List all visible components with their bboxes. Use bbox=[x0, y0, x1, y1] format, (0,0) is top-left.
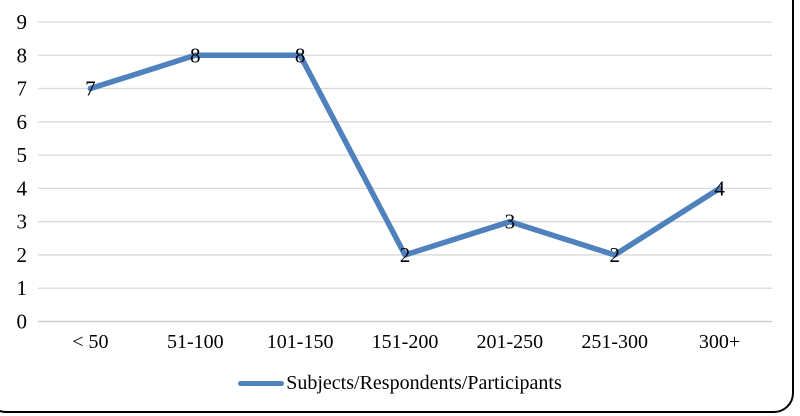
data-label: 8 bbox=[295, 43, 306, 67]
data-label: 8 bbox=[190, 43, 201, 67]
y-axis-tick-label: 4 bbox=[17, 176, 28, 200]
y-axis-tick-label: 8 bbox=[17, 43, 28, 67]
y-axis-tick-label: 9 bbox=[17, 10, 28, 34]
y-axis-tick-label: 5 bbox=[17, 143, 28, 167]
data-label: 7 bbox=[85, 77, 96, 101]
data-label: 4 bbox=[714, 176, 725, 200]
x-axis-category-label: 101-150 bbox=[267, 331, 334, 353]
x-axis-category-label: 201-250 bbox=[477, 331, 544, 353]
x-axis-category-label: < 50 bbox=[72, 331, 108, 353]
series-line bbox=[87, 52, 723, 258]
data-label: 2 bbox=[400, 243, 411, 267]
y-axis-tick-label: 3 bbox=[17, 210, 28, 234]
x-axis-category-label: 300+ bbox=[699, 331, 740, 353]
legend-line-swatch bbox=[238, 380, 285, 386]
y-axis-tick-label: 0 bbox=[17, 310, 28, 334]
chart-legend: Subjects/Respondents/Participants bbox=[0, 370, 800, 396]
x-axis-category-label: 51-100 bbox=[167, 331, 224, 353]
x-axis-category-label: 251-300 bbox=[581, 331, 648, 353]
x-axis-category-label: 151-200 bbox=[372, 331, 439, 353]
y-axis-tick-label: 7 bbox=[17, 77, 28, 101]
data-label: 3 bbox=[505, 210, 516, 234]
legend-label: Subjects/Respondents/Participants bbox=[286, 372, 562, 394]
y-axis-tick-label: 6 bbox=[17, 110, 28, 134]
y-axis-tick-label: 1 bbox=[17, 276, 28, 300]
y-axis-tick-label: 2 bbox=[17, 243, 28, 267]
data-label: 2 bbox=[609, 243, 620, 267]
